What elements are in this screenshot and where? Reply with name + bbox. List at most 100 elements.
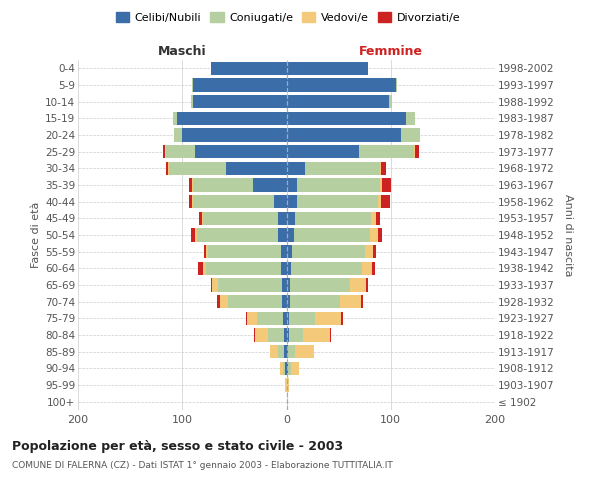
Y-axis label: Anni di nascita: Anni di nascita — [563, 194, 573, 276]
Bar — [290, 262, 362, 275]
Bar — [211, 278, 212, 291]
Bar — [212, 278, 218, 291]
Bar — [193, 95, 287, 108]
Bar — [220, 295, 228, 308]
Bar — [290, 278, 350, 291]
Bar — [191, 95, 193, 108]
Bar — [362, 262, 372, 275]
Bar — [247, 312, 257, 325]
Bar — [340, 295, 361, 308]
Text: COMUNE DI FALERNA (CZ) - Dati ISTAT 1° gennaio 2003 - Elaborazione TUTTITALIA.IT: COMUNE DI FALERNA (CZ) - Dati ISTAT 1° g… — [12, 460, 393, 469]
Bar — [195, 228, 197, 241]
Bar — [203, 262, 206, 275]
Bar — [361, 295, 362, 308]
Bar — [287, 178, 297, 192]
Bar — [303, 328, 330, 342]
Bar — [287, 128, 401, 141]
Bar — [295, 212, 371, 225]
Bar — [305, 162, 380, 175]
Bar — [382, 195, 390, 208]
Bar — [283, 362, 286, 375]
Bar — [283, 278, 287, 291]
Bar — [378, 195, 382, 208]
Bar — [292, 245, 365, 258]
Bar — [163, 145, 164, 158]
Bar — [341, 312, 343, 325]
Bar — [380, 162, 382, 175]
Bar — [217, 295, 220, 308]
Bar — [376, 212, 380, 225]
Bar — [287, 112, 406, 125]
Bar — [173, 112, 177, 125]
Bar — [167, 162, 169, 175]
Bar — [193, 195, 274, 208]
Bar — [268, 328, 284, 342]
Bar — [297, 195, 378, 208]
Bar — [415, 145, 419, 158]
Bar — [287, 195, 297, 208]
Bar — [188, 195, 191, 208]
Bar — [164, 145, 166, 158]
Bar — [370, 228, 378, 241]
Bar — [314, 312, 341, 325]
Bar — [287, 378, 289, 392]
Bar — [206, 245, 208, 258]
Bar — [204, 245, 206, 258]
Bar — [255, 328, 268, 342]
Bar — [278, 345, 284, 358]
Bar — [284, 345, 287, 358]
Bar — [191, 228, 195, 241]
Bar — [286, 378, 287, 392]
Bar — [378, 228, 382, 241]
Y-axis label: Fasce di età: Fasce di età — [31, 202, 41, 268]
Bar — [166, 162, 167, 175]
Bar — [350, 278, 366, 291]
Bar — [199, 212, 202, 225]
Bar — [287, 262, 290, 275]
Bar — [287, 362, 290, 375]
Bar — [366, 278, 368, 291]
Bar — [290, 362, 299, 375]
Bar — [253, 178, 287, 192]
Bar — [228, 295, 283, 308]
Bar — [289, 312, 314, 325]
Bar — [287, 162, 305, 175]
Bar — [283, 295, 287, 308]
Bar — [270, 345, 278, 358]
Bar — [365, 245, 373, 258]
Bar — [203, 212, 278, 225]
Bar — [177, 112, 287, 125]
Text: Popolazione per età, sesso e stato civile - 2003: Popolazione per età, sesso e stato civil… — [12, 440, 343, 453]
Bar — [278, 212, 287, 225]
Bar — [286, 362, 287, 375]
Bar — [280, 362, 283, 375]
Bar — [208, 245, 281, 258]
Bar — [197, 228, 278, 241]
Bar — [380, 178, 382, 192]
Bar — [287, 62, 368, 75]
Bar — [290, 295, 340, 308]
Bar — [359, 145, 413, 158]
Bar — [281, 245, 287, 258]
Bar — [169, 162, 226, 175]
Bar — [278, 228, 287, 241]
Bar — [297, 178, 380, 192]
Bar — [289, 328, 303, 342]
Bar — [182, 128, 287, 141]
Bar — [295, 345, 314, 358]
Bar — [287, 228, 294, 241]
Bar — [382, 178, 391, 192]
Bar — [287, 278, 290, 291]
Bar — [281, 262, 287, 275]
Bar — [195, 145, 287, 158]
Bar — [287, 245, 292, 258]
Bar — [371, 212, 376, 225]
Legend: Celibi/Nubili, Coniugati/e, Vedovi/e, Divorziati/e: Celibi/Nubili, Coniugati/e, Vedovi/e, Di… — [112, 8, 464, 28]
Bar — [287, 295, 290, 308]
Bar — [287, 95, 389, 108]
Bar — [257, 312, 283, 325]
Bar — [382, 162, 386, 175]
Bar — [287, 345, 295, 358]
Text: Femmine: Femmine — [359, 44, 423, 58]
Bar — [287, 312, 289, 325]
